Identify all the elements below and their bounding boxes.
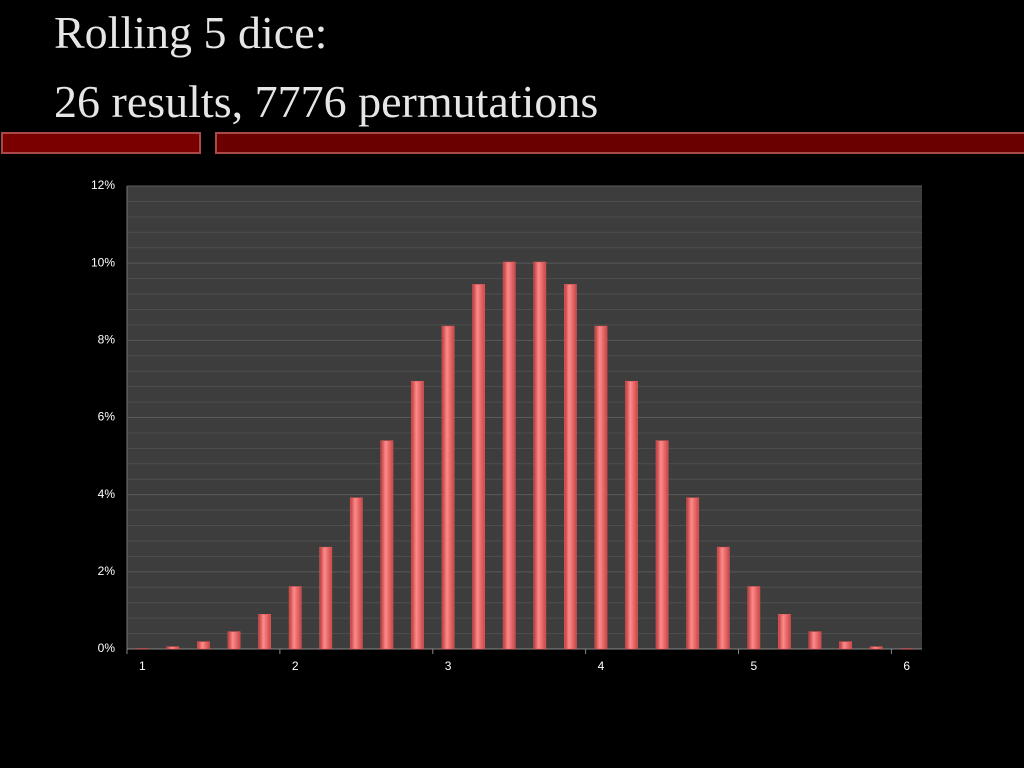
- bar: [655, 440, 669, 650]
- bar: [349, 497, 363, 650]
- bar: [686, 497, 700, 650]
- bar: [594, 325, 608, 650]
- bar: [564, 284, 577, 650]
- bar: [472, 284, 485, 650]
- bar: [533, 261, 547, 650]
- bar: [502, 261, 516, 650]
- x-tick-label: 6: [903, 659, 910, 673]
- x-tick-label: 3: [445, 659, 452, 673]
- x-tick-label: 1: [139, 659, 146, 673]
- y-tick-label: 4%: [98, 487, 116, 501]
- bar: [808, 631, 822, 650]
- bar: [319, 546, 333, 650]
- bar: [441, 325, 455, 650]
- bar: [839, 641, 852, 650]
- decor-band: [215, 132, 1024, 154]
- bar: [869, 646, 883, 650]
- bar: [197, 641, 210, 650]
- decor-band: [1, 132, 201, 154]
- bar: [288, 586, 302, 650]
- x-tick-label: 2: [292, 659, 299, 673]
- x-tick-label: 5: [750, 659, 757, 673]
- title-line: Rolling 5 dice:: [54, 7, 327, 58]
- bar: [166, 646, 180, 650]
- bar: [227, 631, 241, 650]
- x-tick-label: 4: [598, 659, 605, 673]
- bar: [716, 546, 730, 650]
- bar: [778, 614, 791, 650]
- y-tick-label: 2%: [98, 564, 116, 578]
- y-tick-label: 8%: [98, 333, 116, 347]
- bar: [747, 586, 761, 650]
- bar: [258, 614, 271, 650]
- bar: [380, 440, 394, 650]
- bar: [625, 380, 638, 650]
- y-tick-label: 12%: [91, 178, 115, 192]
- y-tick-label: 6%: [98, 410, 116, 424]
- y-tick-label: 0%: [98, 641, 116, 655]
- chart: 0% 2% 4% 6% 8% 10% 12% 1 2 3 4 5 6: [91, 178, 922, 673]
- bar: [411, 380, 424, 650]
- y-tick-label: 10%: [91, 255, 115, 269]
- title-line: 26 results, 7776 permutations: [54, 76, 598, 127]
